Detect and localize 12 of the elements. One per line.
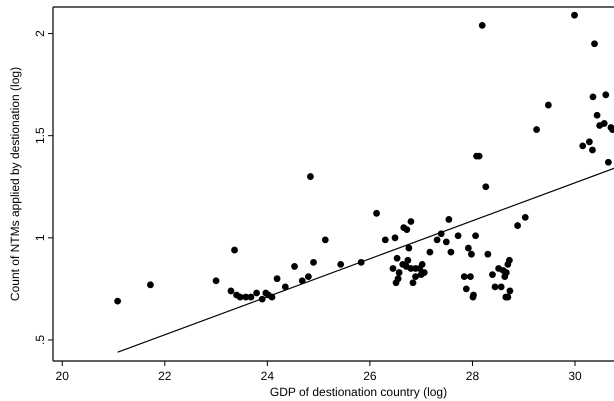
x-tick-label: 26 (363, 369, 377, 383)
x-tick-label: 30 (568, 369, 582, 383)
x-tick-label: 20 (56, 369, 70, 383)
x-tick-label: 28 (466, 369, 480, 383)
y-tick-label: .5 (33, 334, 47, 345)
y-tick-label: 2 (33, 30, 47, 37)
y-axis-title: Count of NTMs applied by destionation (log) (8, 66, 22, 302)
x-tick-label: 22 (158, 369, 172, 383)
x-axis-title: GDP of destionation country (log) (270, 385, 448, 399)
y-tick-label: 1.5 (33, 127, 47, 144)
y-tick-label: 1 (33, 234, 47, 242)
x-tick-label: 24 (260, 369, 274, 383)
